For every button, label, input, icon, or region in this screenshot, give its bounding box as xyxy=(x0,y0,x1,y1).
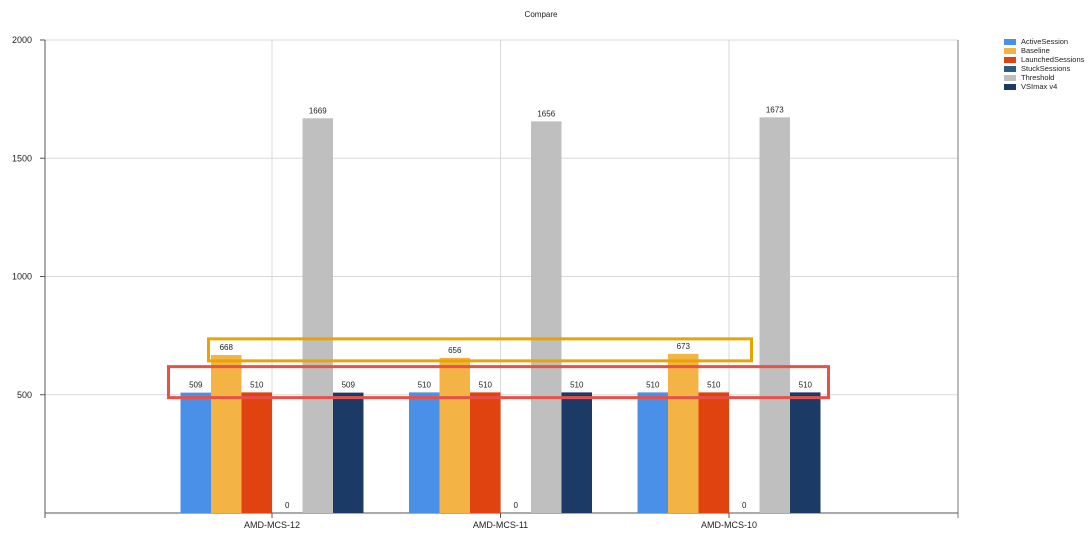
legend-swatch xyxy=(1004,83,1016,90)
legend-item: ActiveSession xyxy=(1004,37,1090,46)
legend-label: StuckSessions xyxy=(1021,64,1071,73)
annotations xyxy=(167,337,830,400)
legend-swatch xyxy=(1004,65,1016,72)
legend-label: ActiveSession xyxy=(1021,37,1069,46)
bar-threshold xyxy=(759,117,790,513)
bar-vsimax-v4 xyxy=(561,392,592,513)
data-labels: 509 510 510 668 656 673 510 510 510 0 0 0 1669 1656 16… xyxy=(189,105,812,510)
legend-label: Threshold xyxy=(1021,73,1055,82)
bar-vsimax-v4 xyxy=(333,392,364,513)
legend-item: LaunchedSessions xyxy=(1004,55,1090,64)
bar-launchedsessions xyxy=(698,392,729,513)
data-label: 510 xyxy=(479,380,493,389)
data-label: 668 xyxy=(220,343,234,352)
data-label: 510 xyxy=(646,380,660,389)
legend-swatch xyxy=(1004,56,1016,63)
bar-baseline xyxy=(668,353,699,513)
chart-title: Compare xyxy=(525,10,558,19)
data-label: 510 xyxy=(418,380,432,389)
highlight-box-baseline xyxy=(207,337,753,363)
data-label: 1656 xyxy=(537,109,555,118)
legend-swatch xyxy=(1004,38,1016,45)
data-label: 510 xyxy=(707,380,721,389)
legend-swatch xyxy=(1004,47,1016,54)
legend-label: Baseline xyxy=(1021,46,1050,55)
bar-threshold xyxy=(302,118,333,514)
legend-swatch xyxy=(1004,74,1016,81)
y-tick-label: 1500 xyxy=(12,153,32,163)
data-label: 510 xyxy=(570,380,584,389)
bars xyxy=(180,117,821,514)
data-label: 510 xyxy=(250,380,264,389)
bar-activesession xyxy=(637,392,668,513)
bar-vsimax-v4 xyxy=(790,392,821,513)
x-tick-label: AMD-MCS-12 xyxy=(244,520,300,530)
x-tick-label: AMD-MCS-10 xyxy=(701,520,757,530)
data-label: 510 xyxy=(799,380,813,389)
y-tick-label: 1000 xyxy=(12,272,32,282)
highlight-box-sessions xyxy=(167,365,830,400)
legend-item: StuckSessions xyxy=(1004,64,1090,73)
legend-item: VSImax v4 xyxy=(1004,82,1090,91)
bar-baseline xyxy=(211,355,242,513)
bar-activesession xyxy=(180,392,211,513)
data-label: 0 xyxy=(742,501,747,510)
legend-label: LaunchedSessions xyxy=(1021,55,1085,64)
data-label: 0 xyxy=(514,501,519,510)
data-label: 509 xyxy=(342,381,356,390)
bar-baseline xyxy=(439,357,470,513)
y-tick-label: 500 xyxy=(17,390,32,400)
bar-launchedsessions xyxy=(470,392,501,513)
x-tick-label: AMD-MCS-11 xyxy=(473,520,528,530)
legend: ActiveSession Baseline LaunchedSessions Stu… xyxy=(1004,37,1090,91)
y-tick-label: 2000 xyxy=(12,35,32,45)
legend-item: Baseline xyxy=(1004,46,1090,55)
data-label: 1669 xyxy=(309,106,327,115)
data-label: 1673 xyxy=(766,105,784,114)
legend-item: Threshold xyxy=(1004,73,1090,82)
data-label: 509 xyxy=(189,381,203,390)
data-label: 0 xyxy=(285,501,290,510)
bar-activesession xyxy=(409,392,440,513)
data-label: 673 xyxy=(677,342,691,351)
data-label: 656 xyxy=(448,346,462,355)
legend-label: VSImax v4 xyxy=(1021,82,1058,91)
bar-launchedsessions xyxy=(241,392,272,513)
bar-threshold xyxy=(531,121,562,513)
